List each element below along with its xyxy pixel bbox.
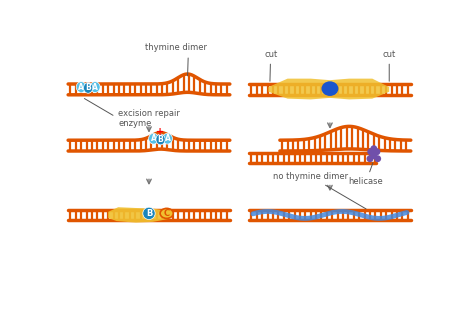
Text: A: A [92, 83, 98, 92]
Text: A: A [151, 134, 156, 143]
Ellipse shape [143, 207, 155, 219]
Text: B: B [146, 209, 152, 218]
Text: C: C [164, 209, 170, 218]
Ellipse shape [374, 148, 380, 155]
Ellipse shape [374, 155, 381, 162]
Ellipse shape [156, 134, 165, 145]
Ellipse shape [76, 82, 86, 92]
Text: A: A [78, 83, 84, 92]
Ellipse shape [163, 133, 173, 144]
Ellipse shape [370, 152, 377, 159]
Ellipse shape [366, 155, 374, 162]
Text: A: A [164, 134, 170, 143]
Text: cut: cut [264, 50, 277, 81]
Text: B: B [85, 83, 91, 92]
Text: cut: cut [383, 50, 396, 81]
Text: no thymine dimer: no thymine dimer [273, 172, 366, 209]
Text: helicase: helicase [349, 163, 383, 186]
Text: B: B [158, 135, 164, 144]
Ellipse shape [321, 81, 338, 96]
Text: excision repair
enzyme: excision repair enzyme [84, 98, 180, 128]
Ellipse shape [149, 133, 159, 144]
Text: +: + [156, 127, 164, 137]
Ellipse shape [90, 82, 100, 92]
Ellipse shape [370, 145, 377, 152]
Polygon shape [108, 207, 170, 223]
Ellipse shape [160, 208, 173, 218]
Ellipse shape [367, 148, 374, 155]
Ellipse shape [83, 82, 93, 93]
Polygon shape [268, 79, 389, 99]
Text: thymine dimer: thymine dimer [145, 43, 207, 76]
